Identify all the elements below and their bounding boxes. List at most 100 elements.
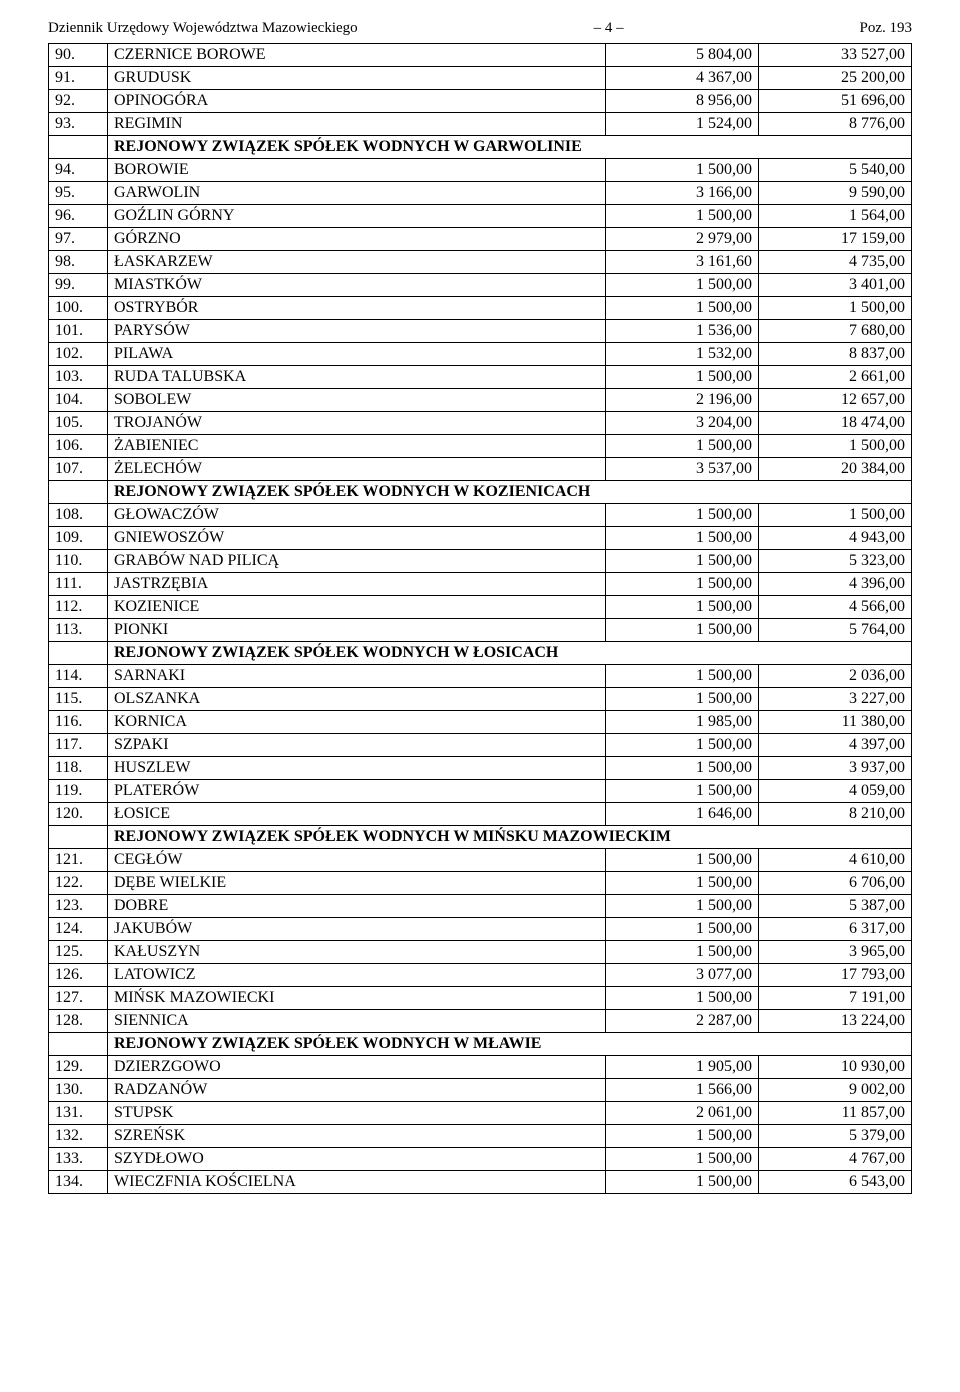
row-name: GÓRZNO (108, 228, 606, 251)
row-value-2: 6 317,00 (759, 918, 912, 941)
row-value-1: 1 500,00 (606, 1148, 759, 1171)
row-number: 97. (49, 228, 108, 251)
row-name: LATOWICZ (108, 964, 606, 987)
row-value-2: 33 527,00 (759, 44, 912, 67)
data-table: 90.CZERNICE BOROWE5 804,0033 527,0091.GR… (48, 43, 912, 1194)
row-name: DĘBE WIELKIE (108, 872, 606, 895)
row-value-1: 1 500,00 (606, 757, 759, 780)
row-number: 115. (49, 688, 108, 711)
row-value-2: 17 159,00 (759, 228, 912, 251)
row-value-1: 2 979,00 (606, 228, 759, 251)
row-value-1: 1 500,00 (606, 297, 759, 320)
row-value-2: 8 837,00 (759, 343, 912, 366)
row-value-1: 2 287,00 (606, 1010, 759, 1033)
section-row: REJONOWY ZWIĄZEK SPÓŁEK WODNYCH W MIŃSKU… (49, 826, 912, 849)
row-value-2: 51 696,00 (759, 90, 912, 113)
table-row: 131.STUPSK2 061,0011 857,00 (49, 1102, 912, 1125)
row-value-2: 12 657,00 (759, 389, 912, 412)
row-value-1: 1 500,00 (606, 435, 759, 458)
row-value-2: 5 764,00 (759, 619, 912, 642)
row-value-2: 1 564,00 (759, 205, 912, 228)
section-row: REJONOWY ZWIĄZEK SPÓŁEK WODNYCH W MŁAWIE (49, 1033, 912, 1056)
row-name: SARNAKI (108, 665, 606, 688)
row-value-1: 1 500,00 (606, 159, 759, 182)
section-label: REJONOWY ZWIĄZEK SPÓŁEK WODNYCH W MŁAWIE (108, 1033, 912, 1056)
row-value-2: 4 610,00 (759, 849, 912, 872)
row-name: ŻELECHÓW (108, 458, 606, 481)
row-name: MIASTKÓW (108, 274, 606, 297)
table-row: 125.KAŁUSZYN1 500,003 965,00 (49, 941, 912, 964)
row-value-2: 13 224,00 (759, 1010, 912, 1033)
table-row: 123.DOBRE1 500,005 387,00 (49, 895, 912, 918)
row-value-1: 1 500,00 (606, 504, 759, 527)
row-name: WIECZFNIA KOŚCIELNA (108, 1171, 606, 1194)
row-value-2: 9 590,00 (759, 182, 912, 205)
row-name: TROJANÓW (108, 412, 606, 435)
row-value-2: 7 191,00 (759, 987, 912, 1010)
table-row: 111.JASTRZĘBIA1 500,004 396,00 (49, 573, 912, 596)
row-value-2: 3 401,00 (759, 274, 912, 297)
row-name: KORNICA (108, 711, 606, 734)
row-value-1: 1 500,00 (606, 527, 759, 550)
row-value-2: 4 735,00 (759, 251, 912, 274)
row-number: 124. (49, 918, 108, 941)
section-row: REJONOWY ZWIĄZEK SPÓŁEK WODNYCH W ŁOSICA… (49, 642, 912, 665)
row-value-2: 5 540,00 (759, 159, 912, 182)
row-value-1: 1 500,00 (606, 780, 759, 803)
row-name: SOBOLEW (108, 389, 606, 412)
row-name: CEGŁÓW (108, 849, 606, 872)
row-value-1: 1 500,00 (606, 849, 759, 872)
row-value-2: 8 776,00 (759, 113, 912, 136)
table-row: 122.DĘBE WIELKIE1 500,006 706,00 (49, 872, 912, 895)
row-value-1: 1 500,00 (606, 1125, 759, 1148)
row-value-2: 18 474,00 (759, 412, 912, 435)
row-name: GRUDUSK (108, 67, 606, 90)
row-value-1: 8 956,00 (606, 90, 759, 113)
row-number: 131. (49, 1102, 108, 1125)
row-number: 112. (49, 596, 108, 619)
row-name: RADZANÓW (108, 1079, 606, 1102)
row-value-1: 4 367,00 (606, 67, 759, 90)
row-name: KOZIENICE (108, 596, 606, 619)
row-value-2: 6 706,00 (759, 872, 912, 895)
row-value-2: 4 566,00 (759, 596, 912, 619)
table-row: 119.PLATERÓW1 500,004 059,00 (49, 780, 912, 803)
table-row: 112.KOZIENICE1 500,004 566,00 (49, 596, 912, 619)
row-value-1: 1 500,00 (606, 1171, 759, 1194)
row-value-2: 6 543,00 (759, 1171, 912, 1194)
table-row: 98.ŁASKARZEW3 161,604 735,00 (49, 251, 912, 274)
row-value-2: 4 396,00 (759, 573, 912, 596)
row-value-2: 5 379,00 (759, 1125, 912, 1148)
table-row: 133.SZYDŁOWO1 500,004 767,00 (49, 1148, 912, 1171)
row-value-2: 9 002,00 (759, 1079, 912, 1102)
row-value-1: 1 500,00 (606, 550, 759, 573)
row-number: 111. (49, 573, 108, 596)
table-row: 108.GŁOWACZÓW1 500,001 500,00 (49, 504, 912, 527)
row-number: 102. (49, 343, 108, 366)
row-value-1: 1 536,00 (606, 320, 759, 343)
row-number: 134. (49, 1171, 108, 1194)
row-number: 101. (49, 320, 108, 343)
row-value-2: 4 943,00 (759, 527, 912, 550)
row-value-1: 1 500,00 (606, 987, 759, 1010)
row-value-1: 1 500,00 (606, 688, 759, 711)
row-number: 100. (49, 297, 108, 320)
row-name: ŁOSICE (108, 803, 606, 826)
row-value-2: 5 387,00 (759, 895, 912, 918)
row-value-1: 3 077,00 (606, 964, 759, 987)
row-number: 129. (49, 1056, 108, 1079)
row-name: JASTRZĘBIA (108, 573, 606, 596)
table-row: 115.OLSZANKA1 500,003 227,00 (49, 688, 912, 711)
row-value-1: 1 500,00 (606, 941, 759, 964)
row-number: 127. (49, 987, 108, 1010)
row-number: 120. (49, 803, 108, 826)
row-name: GARWOLIN (108, 182, 606, 205)
row-value-2: 3 965,00 (759, 941, 912, 964)
table-row: 116.KORNICA1 985,0011 380,00 (49, 711, 912, 734)
table-row: 118.HUSZLEW1 500,003 937,00 (49, 757, 912, 780)
section-num-blank (49, 1033, 108, 1056)
section-num-blank (49, 136, 108, 159)
row-value-1: 1 646,00 (606, 803, 759, 826)
table-row: 109.GNIEWOSZÓW1 500,004 943,00 (49, 527, 912, 550)
row-name: OSTRYBÓR (108, 297, 606, 320)
